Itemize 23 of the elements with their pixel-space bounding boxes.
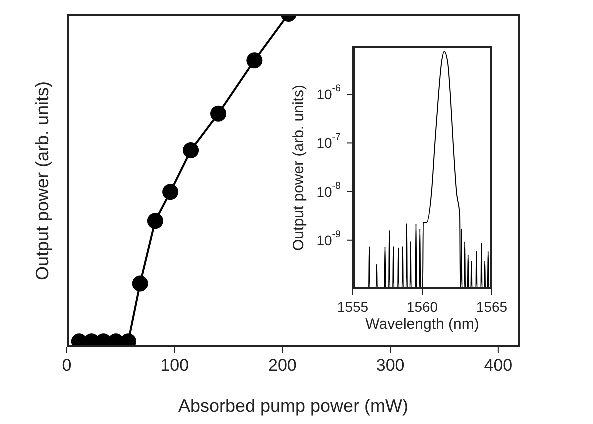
y-tick-label: 10$^{-6}$ (316, 84, 342, 103)
point (147, 213, 164, 230)
x-tick-label: 1560 (406, 299, 438, 315)
x-tick-label: 200 (268, 356, 297, 374)
y-axis-title: Output power (arb. units) (290, 84, 308, 250)
point (120, 334, 136, 347)
x-tick-label: 100 (160, 356, 190, 374)
point (162, 184, 179, 200)
x-tick-label: 300 (376, 356, 405, 374)
x-axis-title: Wavelength (nm) (366, 316, 480, 333)
x-axis-title: Absorbed pump power (mW) (178, 396, 409, 416)
x-tick-label: 0 (62, 356, 72, 374)
x-tick-label: 1565 (476, 299, 508, 315)
point (246, 52, 263, 69)
x-tick-label: 400 (484, 356, 513, 374)
y-axis-title: Output power (arb. units) (32, 80, 54, 280)
y-tick-label: 10$^{-9}$ (316, 229, 341, 248)
point (132, 276, 148, 292)
point (210, 106, 227, 122)
x-tick-label: 1555 (337, 299, 369, 315)
y-tick-label: 10$^{-8}$ (316, 180, 342, 200)
y-tick-label: 10$^{-7}$ (316, 132, 341, 152)
point (183, 142, 200, 159)
